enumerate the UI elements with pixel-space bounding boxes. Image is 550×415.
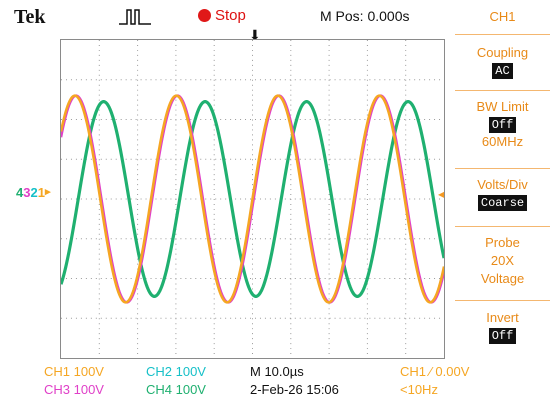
ch1-scale-readout: CH1 100V xyxy=(44,364,104,379)
waveform-ch1 xyxy=(61,94,444,304)
ch3-scale-readout: CH3 100V xyxy=(44,382,104,397)
pulse-icon xyxy=(119,9,151,25)
ch1-marker: 1 xyxy=(37,185,45,200)
frequency-readout: <10Hz xyxy=(400,382,438,397)
menu-divider xyxy=(455,226,550,227)
menu-divider xyxy=(455,168,550,169)
coupling-label: Coupling xyxy=(476,45,529,60)
bw-limit-value: Off xyxy=(488,117,517,133)
brand-logo: Tek xyxy=(14,6,46,28)
menu-title-label: CH1 xyxy=(489,9,516,24)
menu-divider xyxy=(455,90,550,91)
run-status-label: Stop xyxy=(215,7,246,24)
probe-label: Probe xyxy=(485,235,520,250)
bw-limit-menu-item[interactable]: BW Limit Off 60MHz xyxy=(455,98,550,151)
bw-limit-label: BW Limit xyxy=(476,99,529,114)
ch2-scale-readout: CH2 100V xyxy=(146,364,206,379)
run-status: Stop xyxy=(198,7,246,24)
invert-value: Off xyxy=(488,328,517,344)
trigger-level-arrow-icon: ◂ xyxy=(438,187,445,201)
ch3-marker: 3 xyxy=(23,185,31,200)
coupling-menu-item[interactable]: Coupling AC xyxy=(455,44,550,79)
menu-title: CH1 xyxy=(455,8,550,26)
horizontal-position-readout: M Pos: 0.000s xyxy=(320,8,410,24)
waveform-plot xyxy=(61,40,444,358)
waveform-ch4 xyxy=(61,100,444,298)
probe-attenuation: 20X xyxy=(490,253,515,268)
volts-div-menu-item[interactable]: Volts/Div Coarse xyxy=(455,176,550,211)
probe-menu-item[interactable]: Probe 20X Voltage xyxy=(455,234,550,288)
coupling-value: AC xyxy=(492,63,513,79)
invert-menu-item[interactable]: Invert Off xyxy=(455,309,550,344)
stop-icon xyxy=(198,9,211,22)
menu-divider xyxy=(455,300,550,301)
ch2-marker: 2 xyxy=(30,185,38,200)
ch4-marker: 4 xyxy=(16,185,24,200)
waveform-display[interactable] xyxy=(60,39,445,359)
ch4-scale-readout: CH4 100V xyxy=(146,382,206,397)
channel-ground-markers: 4 3 2 1 ▸ xyxy=(16,186,50,199)
volts-div-value: Coarse xyxy=(477,195,528,211)
trigger-readout: CH1 ∕ 0.00V xyxy=(400,364,470,379)
probe-type: Voltage xyxy=(480,271,525,286)
trigger-position-marker: ⬇ xyxy=(249,27,261,43)
side-menu: CH1 Coupling AC BW Limit Off 60MHz Volts… xyxy=(455,0,550,366)
timebase-readout: M 10.0µs xyxy=(250,364,304,379)
menu-divider xyxy=(455,34,550,35)
invert-label: Invert xyxy=(486,310,519,325)
date-time-readout: 2-Feb-26 15:06 xyxy=(250,382,339,397)
readout-bar: CH1 100V CH2 100V CH3 100V CH4 100V M 10… xyxy=(0,362,550,415)
bw-limit-extra: 60MHz xyxy=(481,134,524,149)
status-bar: Tek Stop M Pos: 0.000s ⬇ xyxy=(0,0,455,42)
ch1-arrow-icon: ▸ xyxy=(44,186,51,198)
volts-div-label: Volts/Div xyxy=(477,177,528,192)
